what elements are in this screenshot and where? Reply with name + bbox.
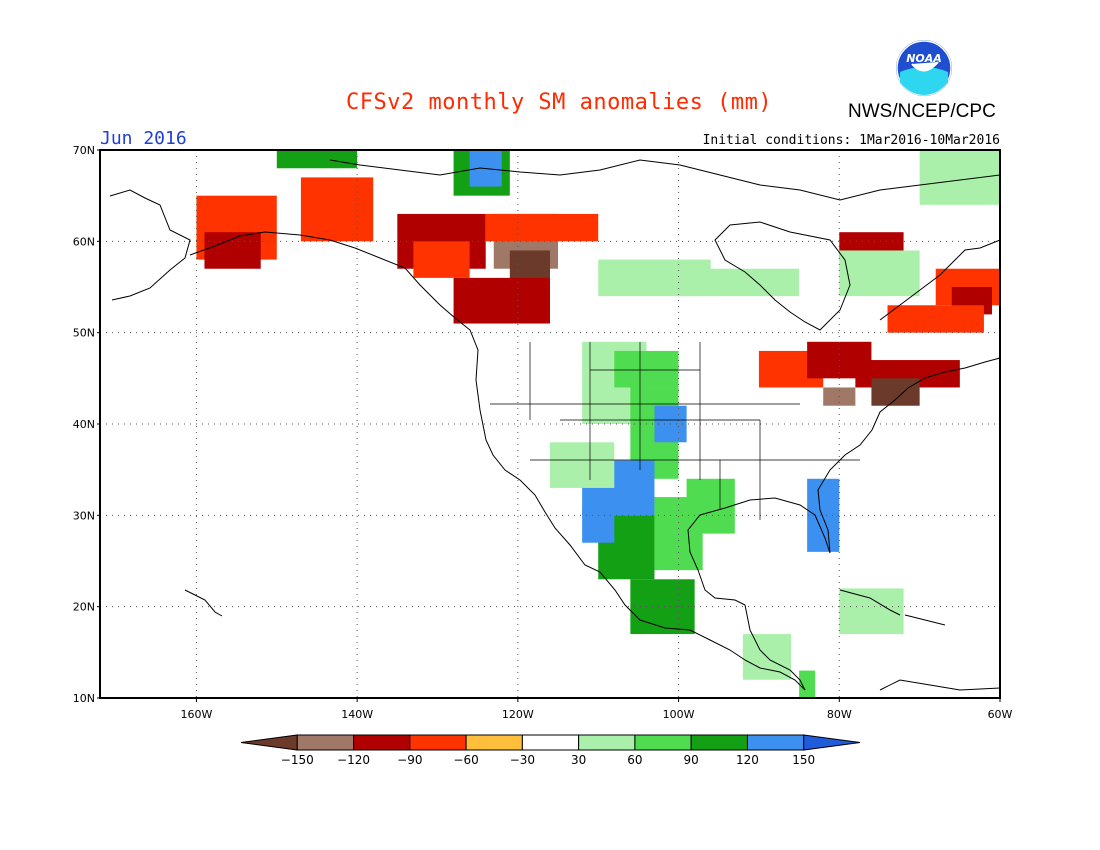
grid-lines [100,150,1000,698]
anomaly-cell [276,150,358,169]
anomaly-cell [630,579,695,635]
noaa-logo-text: NOAA [906,52,942,65]
map-frame [99,149,1001,699]
anomaly-cell [839,250,920,297]
anomaly-cell [300,177,374,242]
anomaly-cells [196,150,1000,698]
lat-tick-label: 30N [73,509,95,522]
anomaly-cell [871,378,920,406]
lat-tick-label: 20N [73,601,95,614]
lon-tick-label: 60W [988,708,1013,721]
coastline-west [109,189,806,691]
lat-tick-label: 10N [73,692,95,705]
lat-tick-label: 60N [73,235,95,248]
anomaly-cell [550,442,615,488]
latitude-labels: 70N 60N 50N 40N 30N 20N 10N [73,144,100,705]
anomaly-cell [807,478,840,552]
anomaly-cell [678,268,800,297]
coastline-arctic [329,159,1001,201]
anomaly-cell [582,506,615,543]
agency-label: NWS/NCEP/CPC [848,101,996,122]
coastline-caribbean [184,589,946,626]
lon-tick-label: 140W [341,708,373,721]
map-title: CFSv2 monthly SM anomalies (mm) [346,90,773,115]
lon-tick-label: 100W [663,708,695,721]
forecast-month-label: Jun 2016 [100,128,187,149]
initial-conditions-label: Initial conditions: 1Mar2016-10Mar2016 [702,133,1000,148]
anomaly-cell [614,350,679,388]
lon-tick-label: 80W [827,708,852,721]
anomaly-cell [413,241,470,278]
anomaly-cell [686,478,735,534]
coastline-hudson [714,221,851,331]
state-borders [490,342,860,520]
coastlines [109,159,1001,691]
lon-tick-label: 120W [502,708,534,721]
coastline-gulf [687,357,1001,691]
anomaly-cell [799,670,816,698]
anomaly-cell [887,305,984,333]
lat-tick-label: 50N [73,327,95,340]
lat-tick-label: 70N [73,144,95,157]
anomaly-cell [839,588,904,635]
longitude-labels: 160W 140W 120W 100W 80W 60W [180,698,1013,721]
anomaly-cell [453,277,550,324]
noaa-logo: NOAA [896,40,952,96]
coastline-labrador [879,239,1001,321]
coastline-south-america [879,679,1001,691]
anomaly-cell [485,213,599,242]
anomaly-cell [919,150,1000,205]
anomaly-cell [204,232,261,269]
lon-tick-label: 160W [180,708,212,721]
lat-tick-label: 40N [73,418,95,431]
